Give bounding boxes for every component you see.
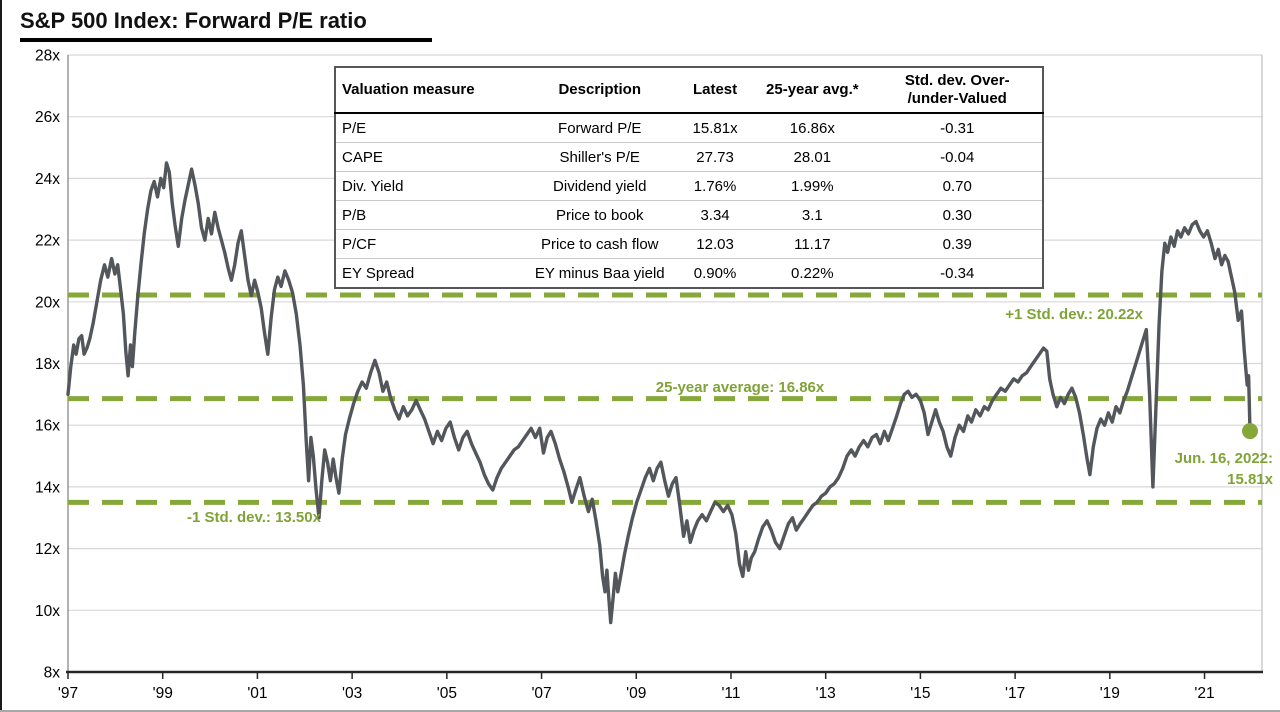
x-axis-tick-label: '21 — [1194, 685, 1214, 702]
table-cell: -0.31 — [940, 119, 975, 137]
page-left-border — [0, 0, 2, 712]
page-bottom-border — [0, 710, 1280, 712]
y-axis-tick-label: 8x — [44, 665, 61, 682]
valuation-table-header: Valuation measure Description Latest 25-yea… — [335, 67, 1043, 114]
table-header-row: Valuation measure Description Latest 25-yea… — [335, 67, 1043, 114]
y-axis-tick-label: 12x — [35, 541, 60, 558]
table-header-cell: Valuation measure — [335, 67, 522, 114]
x-axis-tick-label: '05 — [437, 685, 457, 702]
table-cell: 0.90% — [677, 258, 753, 288]
table-cell: EY Spread — [335, 258, 522, 288]
table-cell: 0.39 — [872, 229, 1043, 259]
table-row: P/E Forward P/E 15.81x 16.86x -0.31 — [335, 113, 1043, 143]
plus-one-std-dev-label: +1 Std. dev.: 20.22x — [1005, 306, 1143, 323]
table-cell: EY minus Baa yield — [521, 258, 678, 288]
table-cell: 3.34 — [677, 200, 753, 230]
latest-point-date: Jun. 16, 2022: — [1174, 450, 1273, 467]
table-header-cell: Latest — [677, 67, 753, 114]
valuation-table: Valuation measure Description Latest 25-yea… — [334, 66, 1044, 289]
table-cell: Shiller's P/E — [521, 142, 678, 172]
page-title: S&P 500 Index: Forward P/E ratio — [20, 8, 367, 33]
table-row: P/CF Price to cash flow 12.03 11.17 0.39 — [335, 229, 1043, 259]
table-row: CAPE Shiller's P/E 27.73 28.01 -0.04 — [335, 142, 1043, 172]
y-axis-tick-label: 20x — [35, 294, 60, 311]
table-cell: 0.70 — [872, 171, 1043, 201]
table-header-cell: Description — [521, 67, 678, 114]
table-cell: P/B — [335, 200, 522, 230]
table-cell: P/E — [342, 119, 367, 137]
table-cell: 1.99% — [752, 171, 873, 201]
table-cell: 27.73 — [677, 142, 753, 172]
x-axis-tick-label: '07 — [531, 685, 551, 702]
table-cell: 3.1 — [752, 200, 873, 230]
y-axis-tick-label: 24x — [35, 171, 60, 188]
table-header-cell: Std. dev. Over-/under-Valued — [872, 67, 1043, 114]
table-header-cell: 25-year avg.* — [752, 67, 873, 114]
x-axis-tick-label: '03 — [342, 685, 362, 702]
x-axis-tick-label: '13 — [816, 685, 836, 702]
table-cell: 11.17 — [752, 229, 873, 259]
table-cell: 1.76% — [677, 171, 753, 201]
x-axis-tick-label: '09 — [626, 685, 646, 702]
valuation-table-body: P/E Forward P/E 15.81x 16.86x -0.31 CAPE Shill… — [335, 113, 1043, 288]
table-cell: 0.30 — [872, 200, 1043, 230]
title-underline — [20, 38, 432, 42]
table-cell: 28.01 — [752, 142, 873, 172]
table-row: Div. Yield Dividend yield 1.76% 1.99% 0.70 — [335, 171, 1043, 201]
x-axis-tick-label: '15 — [910, 685, 930, 702]
table-cell: 15.81x — [692, 119, 738, 137]
table-cell: 16.86x — [789, 119, 835, 137]
y-axis-tick-label: 10x — [35, 603, 60, 620]
x-axis-tick-label: '99 — [153, 685, 173, 702]
table-cell: Div. Yield — [335, 171, 522, 201]
y-axis-tick-label: 18x — [35, 356, 60, 373]
table-cell: 12.03 — [677, 229, 753, 259]
table-cell: -0.04 — [872, 142, 1043, 172]
x-axis-tick-label: '97 — [58, 685, 78, 702]
table-row: P/B Price to book 3.34 3.1 0.30 — [335, 200, 1043, 230]
latest-point-value: 15.81x — [1227, 471, 1273, 488]
x-axis-tick-label: '17 — [1005, 685, 1025, 702]
minus-one-std-dev-label: -1 Std. dev.: 13.50x — [187, 509, 321, 526]
table-cell: Price to book — [521, 200, 678, 230]
y-axis-tick-label: 22x — [35, 233, 60, 250]
y-axis-tick-label: 26x — [35, 109, 60, 126]
table-cell: CAPE — [335, 142, 522, 172]
latest-point-label: Jun. 16, 2022: 15.81x — [1040, 448, 1273, 490]
table-cell: P/CF — [335, 229, 522, 259]
y-axis-tick-label: 16x — [35, 418, 60, 435]
average-line-label: 25-year average: 16.86x — [655, 379, 825, 396]
table-cell: -0.34 — [872, 258, 1043, 288]
table-cell: Dividend yield — [521, 171, 678, 201]
x-axis-tick-label: '11 — [721, 685, 740, 702]
y-axis-tick-label: 14x — [35, 479, 60, 496]
y-axis-tick-label: 28x — [35, 48, 60, 65]
table-cell: 0.22% — [752, 258, 873, 288]
table-cell: Price to cash flow — [521, 229, 678, 259]
x-axis-tick-label: '19 — [1100, 685, 1120, 702]
x-axis-tick-label: '01 — [247, 685, 267, 702]
latest-point-marker — [1242, 423, 1258, 440]
table-cell: Forward P/E — [558, 119, 642, 137]
forward-pe-line — [66, 161, 1252, 625]
table-row: EY Spread EY minus Baa yield 0.90% 0.22% -0.… — [335, 258, 1043, 288]
